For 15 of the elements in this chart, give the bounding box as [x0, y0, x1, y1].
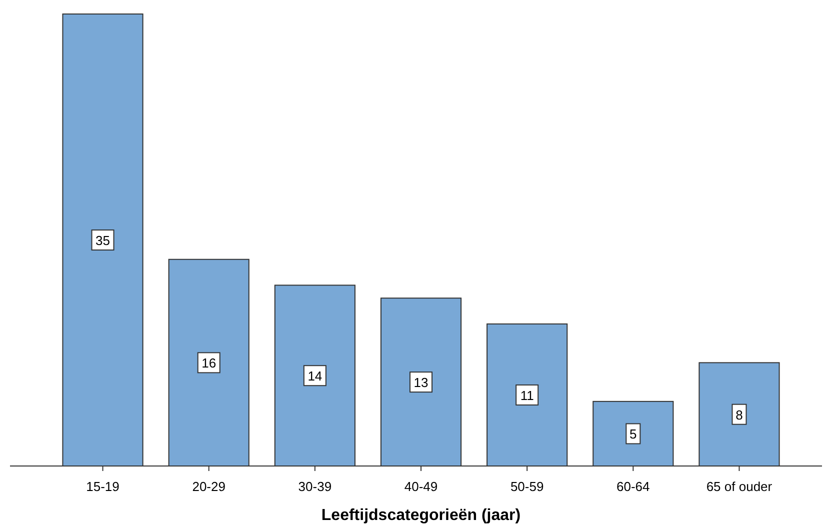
x-tick-label: 65 of ouder	[706, 479, 773, 494]
x-axis-title: Leeftijdscategorieën (jaar)	[321, 507, 521, 524]
data-label: 5	[630, 426, 637, 442]
x-tick-label: 50-59	[510, 479, 544, 494]
data-label: 11	[520, 388, 534, 403]
data-label: 35	[96, 233, 110, 248]
x-tick-label: 60-64	[616, 479, 650, 494]
data-label: 16	[202, 356, 216, 371]
x-tick-label: 15-19	[86, 479, 120, 494]
data-label: 8	[736, 407, 743, 422]
x-tick-label: 40-49	[404, 479, 438, 494]
data-label: 13	[414, 375, 428, 390]
data-label: 14	[308, 368, 322, 384]
x-tick-label: 20-29	[192, 479, 226, 494]
x-tick-label: 30-39	[298, 479, 332, 494]
